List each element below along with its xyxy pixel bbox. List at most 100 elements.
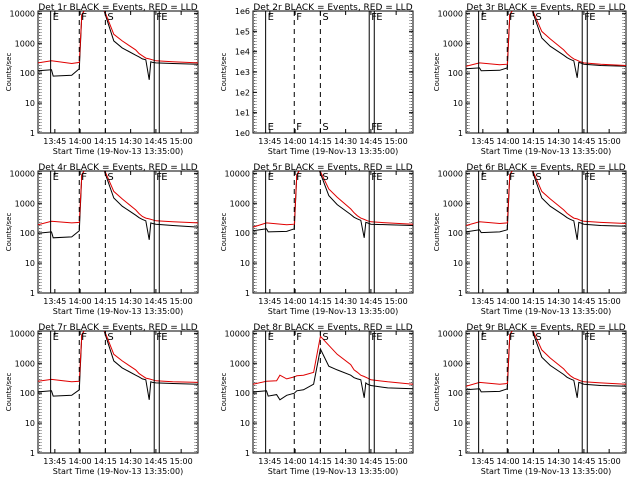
- events-series-line: [38, 331, 198, 400]
- x-tick-label: 13:45: [471, 297, 494, 306]
- x-tick-label: 14:15: [94, 457, 117, 466]
- x-axis-label: Start Time (19-Nov-13 13:35:00): [53, 467, 183, 476]
- event-marker-label: S: [107, 332, 113, 343]
- y-tick-label: 10: [453, 419, 463, 428]
- events-series-line: [253, 347, 413, 401]
- y-tick-label: 10: [453, 259, 463, 268]
- plot-frame: [252, 330, 414, 454]
- lld-series-line: [38, 331, 198, 383]
- plot-frame: [37, 170, 199, 294]
- event-marker-label: E: [481, 12, 487, 23]
- chart-title: Det 2r BLACK = Events, RED = LLD: [253, 3, 412, 13]
- y-tick-label: 1e1: [235, 109, 250, 118]
- y-tick-label: 1000: [443, 359, 463, 368]
- y-tick-label: 1: [245, 289, 250, 298]
- event-marker-label: F: [509, 12, 515, 23]
- y-tick-label: 1000: [15, 359, 35, 368]
- y-tick-label: 10: [25, 99, 35, 108]
- y-axis-label: Counts/sec: [220, 213, 228, 252]
- y-tick-label: 1e6: [235, 7, 250, 16]
- event-marker-label: S: [535, 12, 541, 23]
- x-axis-label: Start Time (19-Nov-13 13:35:00): [53, 307, 183, 316]
- y-tick-label: 100: [448, 389, 463, 398]
- x-tick-label: 14:45: [359, 137, 382, 146]
- chart-title: Det 8r BLACK = Events, RED = LLD: [253, 323, 412, 333]
- x-tick-label: 14:00: [69, 297, 92, 306]
- lld-series-line: [466, 331, 626, 387]
- event-marker-label: E: [53, 332, 59, 343]
- y-tick-label: 10: [240, 419, 250, 428]
- event-marker-label: E: [161, 332, 167, 343]
- event-marker-label: F: [81, 12, 87, 23]
- x-tick-label: 13:45: [43, 457, 66, 466]
- x-tick-label: 14:45: [144, 457, 167, 466]
- x-tick-label: 14:30: [119, 297, 142, 306]
- x-tick-label: 14:15: [94, 137, 117, 146]
- y-tick-label: 1000: [443, 39, 463, 48]
- y-tick-label: 100: [20, 69, 35, 78]
- event-marker-label: S: [322, 12, 328, 23]
- x-tick-label: 13:45: [258, 457, 281, 466]
- x-tick-label: 14:15: [94, 297, 117, 306]
- event-marker-label: F: [296, 172, 302, 183]
- x-tick-label: 14:45: [572, 457, 595, 466]
- y-tick-label: 1000: [15, 199, 35, 208]
- x-axis-label: Start Time (19-Nov-13 13:35:00): [268, 307, 398, 316]
- x-tick-label: 14:30: [547, 137, 570, 146]
- chart-title: Det 9r BLACK = Events, RED = LLD: [466, 323, 625, 333]
- x-tick-label: 13:45: [43, 137, 66, 146]
- event-marker-label: F: [81, 332, 87, 343]
- event-marker-label: E: [481, 172, 487, 183]
- y-tick-label: 10000: [438, 169, 463, 178]
- chart-title: Det 4r BLACK = Events, RED = LLD: [38, 163, 197, 173]
- x-tick-label: 14:00: [497, 137, 520, 146]
- plot-frame: [465, 170, 627, 294]
- y-tick-label: 10000: [438, 9, 463, 18]
- events-series-line: [253, 171, 413, 238]
- y-tick-label: 1: [30, 449, 35, 458]
- chart-panel-7: Det 7r BLACK = Events, RED = LLD 13:45 14:…: [5, 323, 199, 476]
- lld-series-line: [38, 171, 198, 226]
- event-marker-label: F: [81, 172, 87, 183]
- x-tick-label: 14:30: [547, 297, 570, 306]
- x-tick-label: 14:30: [119, 457, 142, 466]
- x-axis-label: Start Time (19-Nov-13 13:35:00): [53, 147, 183, 156]
- x-axis-label: Start Time (19-Nov-13 13:35:00): [268, 147, 398, 156]
- y-axis-label: Counts/sec: [5, 213, 13, 252]
- chart-title: Det 1r BLACK = Events, RED = LLD: [38, 3, 197, 13]
- x-tick-label: 14:30: [334, 297, 357, 306]
- events-series-line: [466, 171, 626, 240]
- x-tick-label: 15:00: [385, 457, 408, 466]
- x-tick-label: 14:30: [334, 137, 357, 146]
- x-axis-label: Start Time (19-Nov-13 13:35:00): [268, 467, 398, 476]
- y-tick-label: 10000: [10, 329, 35, 338]
- lld-series-line: [253, 171, 413, 228]
- y-tick-label: 10000: [10, 9, 35, 18]
- y-tick-label: 100: [235, 229, 250, 238]
- event-marker-label: F: [509, 332, 515, 343]
- x-tick-label: 15:00: [385, 297, 408, 306]
- x-tick-label: 14:00: [284, 297, 307, 306]
- x-tick-label: 15:00: [170, 457, 193, 466]
- y-tick-label: 1000: [230, 359, 250, 368]
- y-axis-label: Counts/sec: [433, 53, 441, 92]
- y-tick-label: 10: [25, 419, 35, 428]
- event-marker-label: E: [268, 172, 274, 183]
- x-tick-label: 14:30: [547, 457, 570, 466]
- plot-frame: [37, 10, 199, 134]
- x-tick-label: 14:15: [522, 297, 545, 306]
- event-marker-label: E: [589, 332, 595, 343]
- x-tick-label: 15:00: [598, 297, 621, 306]
- y-tick-label: 100: [235, 389, 250, 398]
- chart-title: Det 7r BLACK = Events, RED = LLD: [38, 323, 197, 333]
- x-tick-label: 14:30: [334, 457, 357, 466]
- y-tick-label: 100: [448, 229, 463, 238]
- x-tick-label: 14:45: [359, 457, 382, 466]
- x-tick-label: 14:15: [309, 137, 332, 146]
- event-marker-label: S: [107, 12, 113, 23]
- x-tick-label: 14:00: [69, 137, 92, 146]
